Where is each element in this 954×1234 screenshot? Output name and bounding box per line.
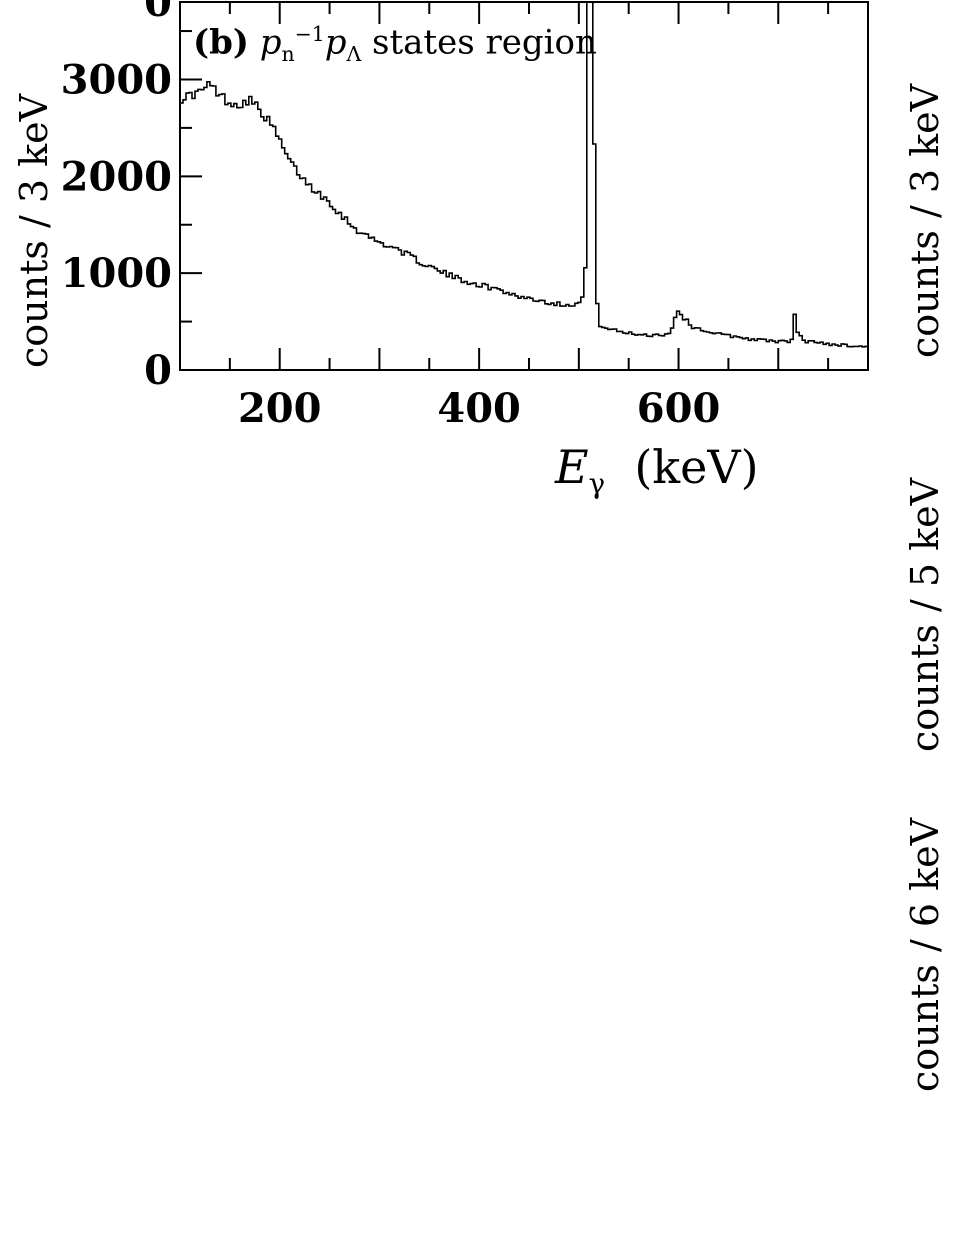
x-axis-unit: (keV) bbox=[634, 440, 759, 494]
y-tick-label: 3000 bbox=[61, 56, 172, 103]
panel-label: (b) bbox=[193, 22, 249, 63]
y-tick-label: 2000 bbox=[61, 153, 172, 200]
x-tick-label: 200 bbox=[238, 385, 322, 432]
title-p2: p bbox=[324, 22, 347, 63]
x-axis-label: Eγ (keV) bbox=[555, 440, 759, 500]
y-axis-label-right-top: counts / 3 keV bbox=[903, 83, 947, 358]
title-sub1: n bbox=[281, 42, 295, 67]
x-tick-label: 400 bbox=[437, 385, 521, 432]
title-rest: states region bbox=[372, 22, 597, 63]
y-tick-label-clipped: 0 bbox=[144, 0, 172, 26]
y-axis-label-right-mid: counts / 5 keV bbox=[903, 477, 947, 752]
x-axis-sub: γ bbox=[588, 467, 606, 501]
y-axis-label-left: counts / 3 keV bbox=[12, 93, 56, 368]
x-axis-symbol: E bbox=[555, 440, 589, 494]
panel-title: (b) pn−1pΛ states region bbox=[193, 22, 597, 66]
title-p1: p bbox=[259, 22, 282, 63]
x-tick-label: 600 bbox=[637, 385, 721, 432]
histogram-series bbox=[180, 1, 868, 348]
plot-frame bbox=[179, 1, 869, 371]
y-tick-label: 0 bbox=[144, 347, 172, 394]
y-axis-label-right-low: counts / 6 keV bbox=[903, 817, 947, 1092]
y-tick-label: 1000 bbox=[61, 250, 172, 297]
title-sup1: −1 bbox=[294, 22, 325, 46]
title-sub2: Λ bbox=[346, 42, 362, 67]
